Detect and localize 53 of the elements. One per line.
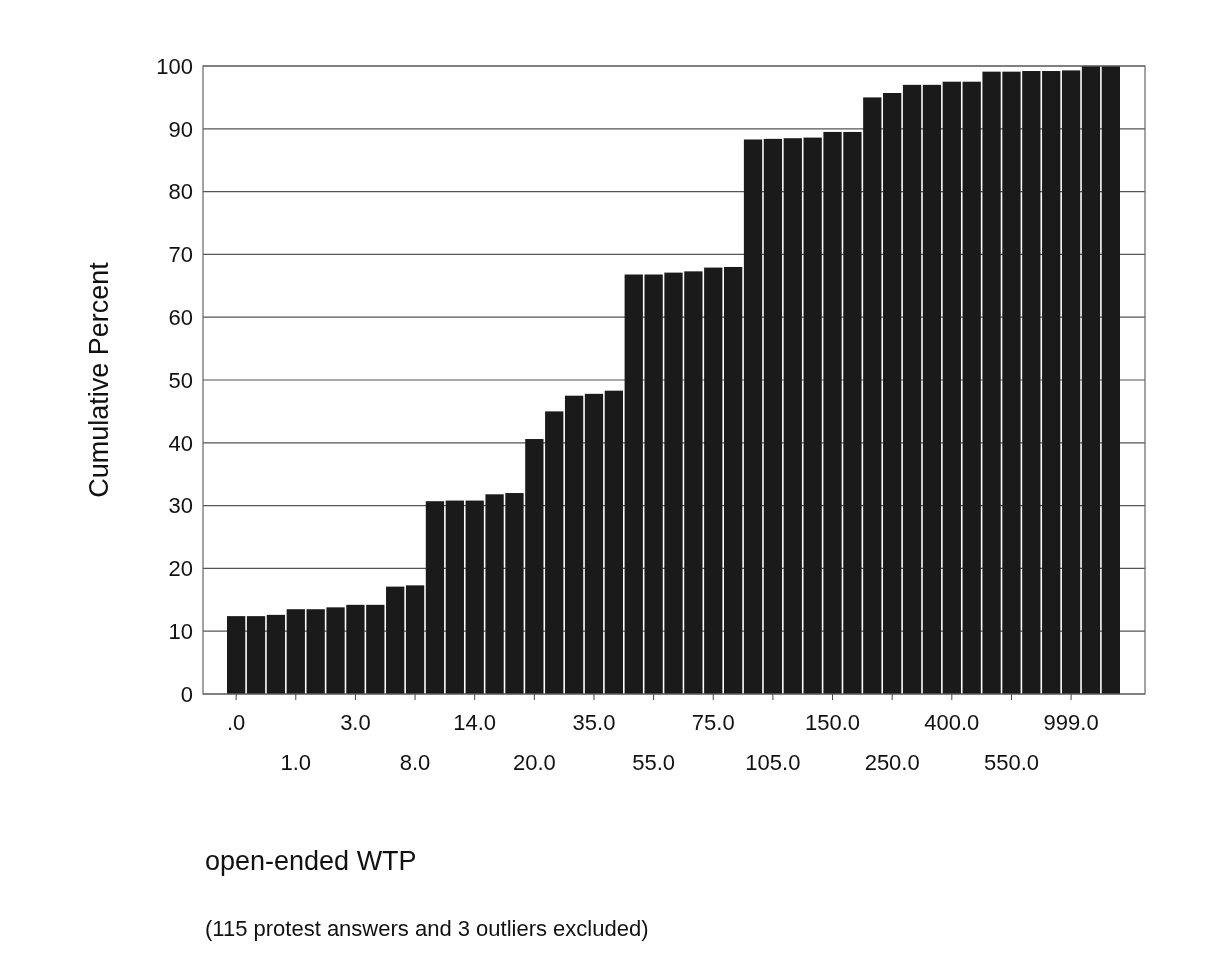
x-tick-label: 35.0: [572, 710, 616, 735]
bar: [763, 138, 783, 694]
y-tick-label: 50: [168, 367, 193, 393]
bar: [545, 411, 564, 694]
bar: [922, 84, 942, 694]
bar: [902, 84, 922, 694]
y-tick-label: 100: [156, 53, 193, 79]
y-tick-label: 80: [168, 179, 193, 205]
x-tick-label: 105.0: [745, 750, 801, 775]
y-axis-title: Cumulative Percent: [84, 261, 114, 498]
x-tick-label: 1.0: [280, 750, 312, 775]
bar: [1042, 71, 1061, 694]
y-tick-label: 40: [168, 430, 193, 456]
bar: [286, 609, 305, 694]
bar: [783, 138, 802, 694]
x-tick-label: 250.0: [864, 750, 920, 775]
x-tick-label: 550.0: [983, 750, 1039, 775]
x-tick-label: 55.0: [632, 750, 676, 775]
bar: [445, 500, 464, 694]
bar: [584, 393, 604, 694]
bar: [1061, 70, 1081, 694]
y-tick-label: 60: [168, 304, 193, 330]
x-tick-label: 999.0: [1043, 710, 1099, 735]
bar: [883, 93, 902, 694]
x-tick-label: 14.0: [453, 710, 497, 735]
bar: [564, 395, 584, 694]
x-tick-label: 20.0: [512, 750, 556, 775]
bar: [425, 501, 445, 694]
bar: [1081, 66, 1101, 694]
bar: [604, 390, 624, 694]
bar: [386, 586, 405, 694]
bar: [227, 616, 246, 694]
y-tick-label: 20: [168, 556, 193, 582]
bar: [743, 139, 763, 694]
y-tick-label: 10: [168, 618, 193, 644]
x-tick-label: 3.0: [340, 710, 371, 735]
x-tick-label: 8.0: [399, 750, 431, 775]
y-tick-label: 70: [168, 242, 193, 268]
bar: [246, 616, 266, 694]
y-tick-label: 90: [168, 116, 193, 142]
x-tick-label: 150.0: [805, 710, 861, 735]
x-axis-title: open-ended WTP: [205, 846, 417, 876]
x-tick-label: 75.0: [691, 710, 735, 735]
text: (115 protest answers and 3 outliers excluded): [205, 916, 649, 941]
bar: [266, 614, 286, 694]
y-tick-label: 30: [168, 493, 193, 519]
bar: [942, 81, 961, 694]
x-tick-label: .0: [226, 710, 246, 735]
bar: [1101, 66, 1120, 694]
bar: [724, 266, 743, 694]
x-tick-label: 400.0: [924, 710, 980, 735]
bar: [405, 585, 425, 694]
y-tick-label: 0: [180, 681, 193, 707]
